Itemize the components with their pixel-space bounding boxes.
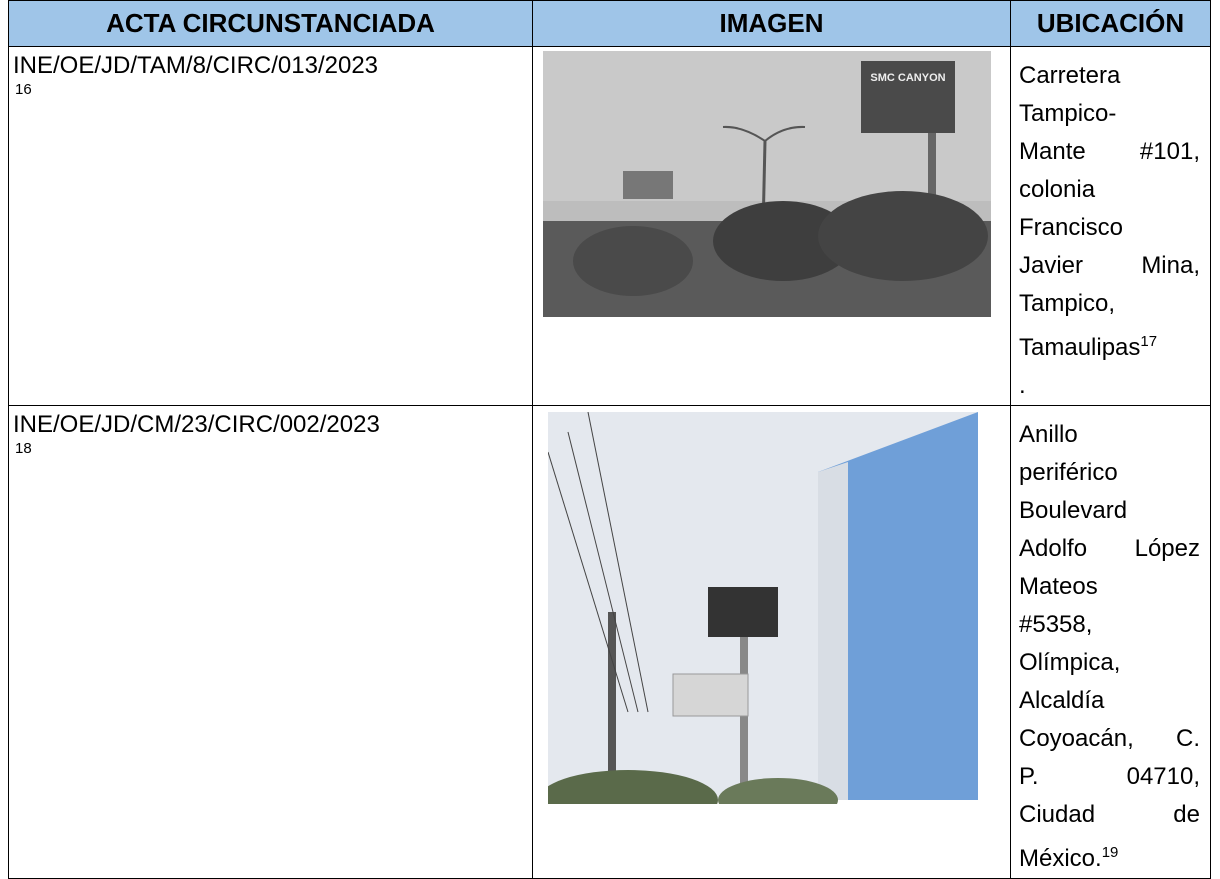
location-line: Carretera: [1019, 62, 1121, 89]
footnote-ref: 16: [15, 81, 32, 98]
location-line: Francisco: [1019, 214, 1124, 241]
location-line: Tampico-: [1019, 100, 1117, 127]
location-line: #5358,: [1019, 611, 1093, 638]
location-line: P. 04710,: [1019, 763, 1200, 790]
page: ACTA CIRCUNSTANCIADA IMAGEN UBICACIÓN IN…: [8, 0, 1211, 879]
header: ACTA CIRCUNSTANCIADA: [8, 0, 533, 47]
location-line: México.19: [1019, 844, 1119, 872]
location-line: Javier Mina,: [1019, 252, 1200, 279]
location-line: Anillo: [1019, 421, 1078, 448]
acta: INE/OE/JD/CM/23/CIRC/002/2023: [13, 411, 380, 438]
footnote-ref: 17: [1140, 333, 1158, 350]
location-line: Mateos: [1019, 573, 1098, 600]
location-line: Adolfo López: [1019, 535, 1200, 562]
location-line: Tamaulipas17: [1019, 333, 1158, 361]
location-line: Ciudad de: [1019, 801, 1200, 828]
header: UBICACIÓN: [1010, 0, 1211, 47]
table: ACTA CIRCUNSTANCIADA IMAGEN UBICACIÓN IN…: [8, 0, 1211, 879]
acta: INE/OE/JD/TAM/8/CIRC/013/2023: [13, 52, 379, 79]
photo: SMC CANYON: [543, 51, 991, 317]
location-line: Olímpica,: [1019, 649, 1121, 676]
location-line: Tampico,: [1019, 290, 1116, 317]
location-line: periférico: [1019, 459, 1118, 486]
location-line: .: [1019, 372, 1026, 399]
location-line: Alcaldía: [1019, 687, 1105, 714]
location-line: Coyoacán, C.: [1019, 725, 1200, 752]
footnote-ref: 18: [15, 440, 32, 457]
location-line: Boulevard: [1019, 497, 1128, 524]
location-line: colonia: [1019, 176, 1096, 203]
location-line: Mante #101,: [1019, 138, 1200, 165]
billboard-text: SMC CANYON: [870, 72, 945, 84]
footnote-ref: 19: [1101, 844, 1119, 861]
photo: [548, 412, 978, 804]
header: IMAGEN: [532, 0, 1011, 47]
